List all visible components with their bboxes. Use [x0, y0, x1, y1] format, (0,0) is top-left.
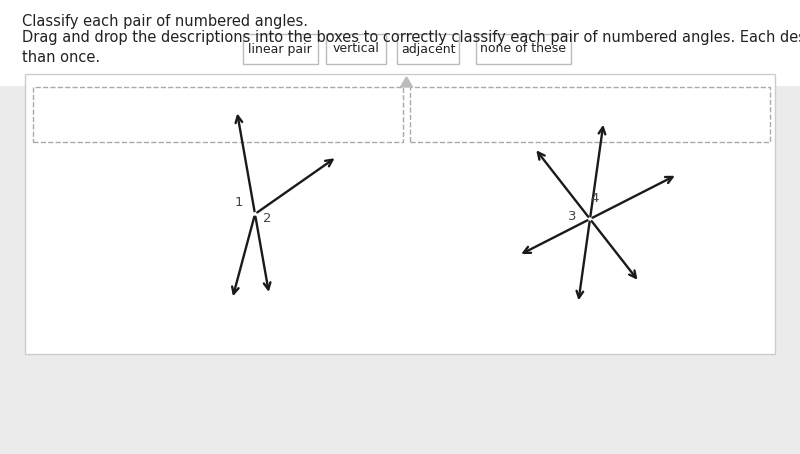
Bar [242, 34, 318, 64]
Bar [397, 34, 459, 64]
Text: 3: 3 [568, 209, 576, 222]
Bar [33, 87, 403, 142]
Bar [410, 87, 770, 142]
Text: Classify each pair of numbered angles.: Classify each pair of numbered angles. [22, 14, 308, 29]
Text: Drag and drop the descriptions into the boxes to correctly classify each pair of: Drag and drop the descriptions into the … [22, 30, 800, 65]
Text: none of these: none of these [480, 43, 566, 55]
Text: 1: 1 [234, 196, 243, 208]
Bar [326, 34, 386, 64]
Text: 2: 2 [262, 212, 271, 226]
Bar [0, 84, 800, 454]
Bar [25, 74, 775, 354]
Text: linear pair: linear pair [248, 43, 312, 55]
Bar [475, 34, 570, 64]
Text: adjacent: adjacent [401, 43, 455, 55]
Text: 4: 4 [591, 192, 599, 206]
Bar [0, 86, 800, 454]
Text: vertical: vertical [333, 43, 379, 55]
Polygon shape [401, 77, 413, 87]
